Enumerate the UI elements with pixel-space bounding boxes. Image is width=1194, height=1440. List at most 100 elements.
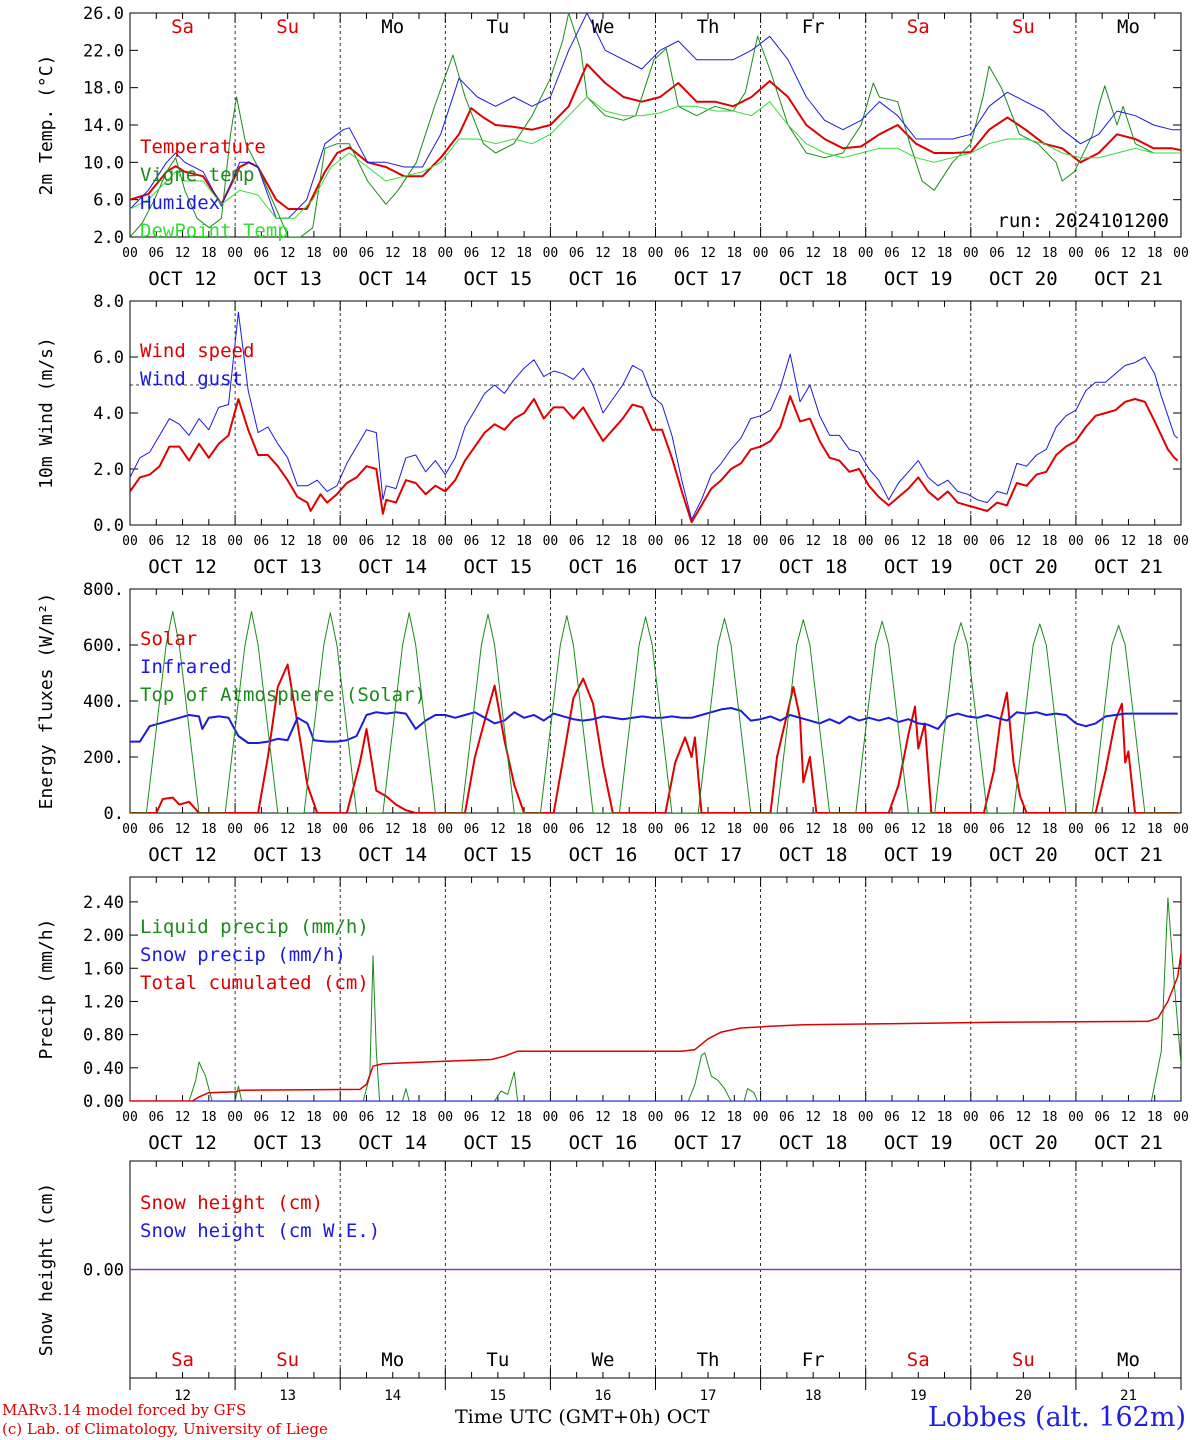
date-label: OCT 19 [884,556,953,578]
date-label: OCT 21 [1094,1132,1163,1154]
hour-label: 18 [832,822,848,837]
date-label: OCT 12 [148,556,217,578]
date-label: OCT 17 [674,1132,743,1154]
hour-label: 06 [464,822,480,837]
hour-label: 06 [359,246,375,261]
hour-label: 06 [1094,822,1110,837]
legend-entry: Top of Atmosphere (Solar) [140,684,426,706]
hour-label: 00 [1068,246,1084,261]
date-label: OCT 18 [779,268,848,290]
day-number-label: 21 [1120,1388,1137,1404]
hour-label: 00 [858,534,874,549]
hour-label: 18 [937,246,953,261]
hour-label: 12 [805,822,821,837]
hour-label: 00 [858,822,874,837]
hour-label: 12 [1121,246,1137,261]
hour-label: 00 [122,534,138,549]
run-annotation: run: 2024101200 [997,210,1169,232]
hour-label: 06 [359,822,375,837]
hour-label: 18 [201,822,217,837]
hour-label: 06 [1094,534,1110,549]
date-label: OCT 16 [569,1132,638,1154]
hour-label: 12 [175,1110,191,1125]
hour-label: 06 [884,1110,900,1125]
hour-label: 12 [385,246,401,261]
hour-label: 18 [306,822,322,837]
hour-label: 18 [621,1110,637,1125]
weekday-label: Sa [171,1349,194,1371]
lab-credit: (c) Lab. of Climatology, University of L… [2,1420,328,1438]
day-number-label: 16 [595,1388,612,1404]
y-axis-label: Precip (mm/h) [36,919,57,1060]
date-label: OCT 16 [569,268,638,290]
hour-label: 18 [726,534,742,549]
date-label: OCT 18 [779,1132,848,1154]
hour-label: 12 [595,1110,611,1125]
hour-label: 12 [805,246,821,261]
hour-label: 12 [1016,1110,1032,1125]
legend-entry: Snow precip (mm/h) [140,944,346,966]
hour-label: 00 [437,246,453,261]
hour-label: 18 [1042,246,1058,261]
hour-label: 06 [779,246,795,261]
hour-label: 12 [910,1110,926,1125]
panel-temp: 2.0 6.0 10.0 14.0 18.0 22.0 26.0 2m Temp. (°C) 0… [36,4,1189,290]
hour-label: 18 [937,1110,953,1125]
hour-label: 18 [726,822,742,837]
x-axis-title: Time UTC (GMT+0h) OCT [455,1406,710,1428]
hour-label: 00 [1068,534,1084,549]
weekday-label: Mo [381,16,404,38]
series-line-wind-speed [130,395,1179,524]
y-tick-label: 8.0 [93,292,124,312]
date-label: OCT 15 [464,556,533,578]
day-number-label: 14 [384,1388,401,1404]
hour-label: 06 [989,534,1005,549]
hour-label: 00 [122,1110,138,1125]
hour-label: 12 [280,246,296,261]
hour-label: 06 [989,246,1005,261]
hour-label: 12 [490,534,506,549]
weekday-label: Mo [381,1349,404,1371]
panel-snow: 0.00 Snow height (cm) Sa Su Mo Tu We Th Fr Sa Su Mo… [36,1160,1182,1404]
series-line-top-of-atmosphere-solar- [130,610,1178,813]
hour-label: 00 [437,822,453,837]
hour-label: 12 [1016,534,1032,549]
date-label: OCT 21 [1094,844,1163,866]
hour-label: 12 [805,1110,821,1125]
date-label: OCT 15 [464,1132,533,1154]
hour-label: 18 [201,246,217,261]
weekday-label: Th [697,1349,720,1371]
weekday-label: Su [1012,16,1035,38]
legend-entry: Snow height (cm) [140,1192,323,1214]
hour-label: 06 [254,534,270,549]
series-line-solar [130,663,1178,813]
day-number-label: 18 [805,1388,822,1404]
hour-label: 18 [306,246,322,261]
date-label: OCT 12 [148,844,217,866]
weekday-label: Su [276,16,299,38]
hour-label: 12 [595,822,611,837]
hour-label: 12 [490,822,506,837]
y-tick-label: 10.0 [83,153,124,173]
hour-label: 18 [306,534,322,549]
date-label: OCT 13 [253,268,322,290]
hour-label: 00 [122,822,138,837]
hour-label: 00 [1068,822,1084,837]
hour-label: 18 [1042,1110,1058,1125]
panel-frame [129,300,1182,526]
hour-label: 06 [674,534,690,549]
hour-label: 00 [753,534,769,549]
date-label: OCT 20 [989,1132,1058,1154]
day-number-label: 13 [279,1388,296,1404]
y-axis-label: 10m Wind (m/s) [36,337,57,489]
hour-label: 12 [910,246,926,261]
hour-label: 12 [1016,246,1032,261]
hour-label: 00 [753,822,769,837]
hour-label: 06 [569,1110,585,1125]
legend-entry: Liquid precip (mm/h) [140,916,369,938]
date-label: OCT 13 [253,1132,322,1154]
series-line-dewpoint-temp [130,96,1181,219]
hour-label: 12 [175,246,191,261]
y-tick-label: 800. [83,580,124,600]
model-credit: MARv3.14 model forced by GFS [2,1401,247,1419]
